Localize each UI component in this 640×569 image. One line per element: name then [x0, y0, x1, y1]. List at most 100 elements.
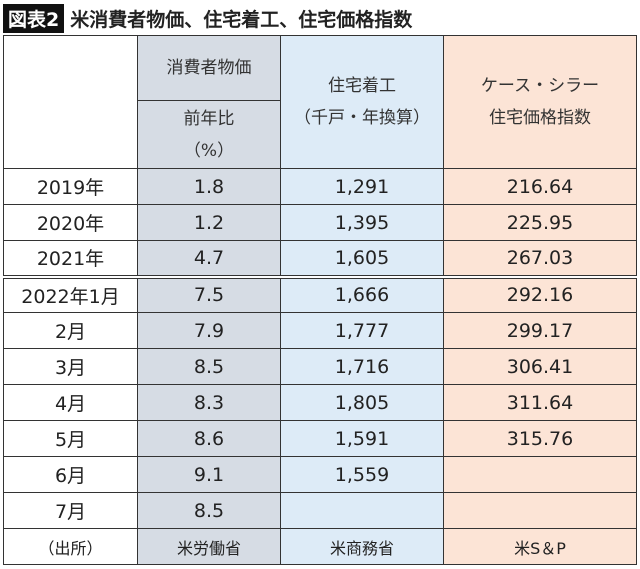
- table-row: 2019年 1.8 1,291 216.64: [3, 168, 637, 205]
- table-cell: 2月: [3, 312, 138, 349]
- table-row: 2月 7.9 1,777 299.17: [3, 312, 637, 349]
- cell-text: 3月: [54, 357, 87, 379]
- table-cell: 5月: [3, 420, 138, 457]
- figure-label: 図表2: [3, 3, 65, 33]
- cell-text: 311.64: [506, 391, 574, 414]
- table-cell: 306.41: [443, 348, 637, 385]
- header-cell: 前年比 （%）: [137, 100, 281, 169]
- cell-text: 2022年1月: [21, 285, 120, 308]
- table-cell: 7.9: [137, 312, 281, 349]
- cell-text: 299.17: [506, 319, 574, 342]
- cell-text: 7月: [54, 501, 87, 523]
- cell-text: （出所）: [38, 538, 103, 558]
- title-bar: 図表2 米消費者物価、住宅着工、住宅価格指数: [3, 3, 412, 33]
- header-cell: ケース・シラー 住宅価格指数: [443, 35, 637, 169]
- table-cell: 1,605: [280, 240, 444, 277]
- cell-text: 216.64: [506, 175, 574, 198]
- table-cell: 2021年: [3, 240, 138, 277]
- cell-text: 7.5: [193, 284, 225, 307]
- table-cell: 225.95: [443, 204, 637, 241]
- cell-text: 1,777: [334, 319, 390, 342]
- table-cell: 1,805: [280, 384, 444, 421]
- table-row: 5月 8.6 1,591 315.76: [3, 420, 637, 457]
- table-cell: 8.3: [137, 384, 281, 421]
- table-cell: 9.1: [137, 456, 281, 493]
- cell-text: 1,605: [334, 246, 390, 269]
- cell-text: 225.95: [506, 211, 574, 234]
- header-text: ケース・シラー: [480, 76, 600, 96]
- table-cell: 8.5: [137, 492, 281, 529]
- table-cell: 1,716: [280, 348, 444, 385]
- cell-text: 6月: [54, 465, 87, 487]
- table-body: 消費者物価 住宅着工 （千戸・年換算） ケース・シラー 住宅価格指数 前年比 （…: [3, 35, 637, 565]
- table-row: 2021年 4.7 1,605 267.03: [3, 240, 637, 277]
- cell-text: 2月: [54, 321, 87, 343]
- cell-text: 1,716: [334, 355, 390, 378]
- header-cell: 消費者物価: [137, 35, 281, 101]
- table-cell: 7月: [3, 492, 138, 529]
- header-row: 前年比 （%）: [4, 100, 637, 169]
- cell-text: 1.8: [193, 175, 225, 198]
- table-cell: 267.03: [443, 240, 637, 277]
- header-row: 消費者物価 住宅着工 （千戸・年換算） ケース・シラー 住宅価格指数: [3, 35, 637, 169]
- table-cell: 米S＆P: [443, 528, 637, 565]
- table-cell: 1,666: [280, 274, 444, 313]
- table-cell: 2019年: [3, 168, 138, 205]
- table-cell: （出所）: [3, 528, 138, 565]
- table-cell: 米労働省: [137, 528, 281, 565]
- cell-text: 米S＆P: [514, 538, 566, 558]
- table-row: （出所） 米労働省 米商務省 米S＆P: [3, 528, 637, 565]
- cell-text: 292.16: [506, 284, 574, 307]
- cell-text: 4月: [54, 393, 87, 415]
- cell-text: 1,559: [334, 463, 390, 486]
- header-text: 住宅価格指数: [489, 108, 591, 128]
- table-row: 2020年 1.2 1,395 225.95: [3, 204, 637, 241]
- cell-text: 4.7: [193, 246, 225, 269]
- table-cell: 米商務省: [280, 528, 444, 565]
- cell-text: 1,395: [334, 211, 390, 234]
- table-cell: 2022年1月: [3, 274, 138, 313]
- table-cell: 4.7: [137, 240, 281, 277]
- cell-text: 8.3: [193, 391, 225, 414]
- header-text: （%）: [183, 140, 235, 161]
- header-text: 消費者物価: [166, 58, 252, 78]
- table-cell: 1,591: [280, 420, 444, 457]
- table-cell: 216.64: [443, 168, 637, 205]
- table-cell: 6月: [3, 456, 138, 493]
- data-table: 消費者物価 住宅着工 （千戸・年換算） ケース・シラー 住宅価格指数 前年比 （…: [3, 35, 637, 565]
- table-cell: 292.16: [443, 274, 637, 313]
- cell-text: 米商務省: [329, 538, 394, 558]
- cell-text: 1,805: [334, 391, 390, 414]
- table-row: 7月 8.5: [3, 492, 637, 529]
- cell-text: 米労働省: [176, 538, 241, 558]
- table-cell: 1.2: [137, 204, 281, 241]
- cell-text: 2021年: [36, 248, 105, 271]
- table-cell: [443, 492, 637, 529]
- table-cell: 1,395: [280, 204, 444, 241]
- table-cell: 1,777: [280, 312, 444, 349]
- table-cell: 8.6: [137, 420, 281, 457]
- header-cell: 住宅着工 （千戸・年換算）: [280, 35, 444, 169]
- cell-text: 5月: [54, 429, 87, 451]
- cell-text: 9.1: [193, 463, 225, 486]
- table-cell: 3月: [3, 348, 138, 385]
- table-cell: 1,291: [280, 168, 444, 205]
- header-text: 住宅着工: [328, 76, 396, 96]
- cell-text: 8.5: [193, 355, 225, 378]
- table-cell: [443, 456, 637, 493]
- corner-cell: [3, 35, 138, 169]
- cell-text: 1,591: [334, 427, 390, 450]
- table-cell: 299.17: [443, 312, 637, 349]
- table-row: 2022年1月 7.5 1,666 292.16: [3, 274, 637, 313]
- header-text: （千戸・年換算）: [294, 108, 430, 128]
- table-row: 3月 8.5 1,716 306.41: [3, 348, 637, 385]
- header-text: 前年比: [183, 108, 235, 129]
- cell-text: 1,291: [334, 175, 390, 198]
- cell-text: 267.03: [506, 246, 574, 269]
- table-cell: 315.76: [443, 420, 637, 457]
- cell-text: 8.5: [193, 499, 225, 522]
- table-cell: 1,559: [280, 456, 444, 493]
- table-cell: 8.5: [137, 348, 281, 385]
- table-row: 6月 9.1 1,559: [3, 456, 637, 493]
